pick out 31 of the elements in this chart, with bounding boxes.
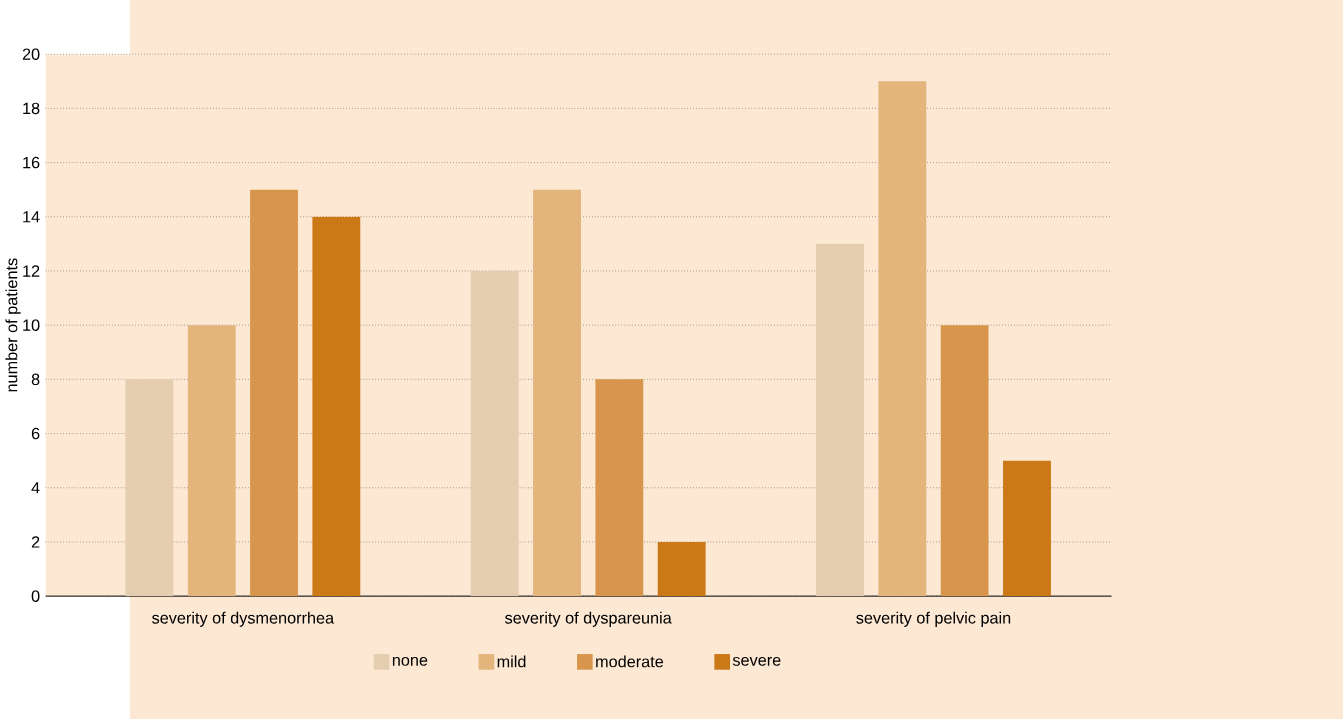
bar [312, 216, 361, 597]
bar [816, 243, 864, 597]
y-axis-title: number of patients [5, 258, 21, 392]
bar [940, 325, 989, 597]
bar [657, 541, 706, 597]
bar [1003, 460, 1051, 597]
y-tick-label: 20 [22, 48, 40, 60]
x-tick-label: severity of dyspareunia [505, 611, 672, 627]
bar [878, 81, 927, 597]
y-tick-label: 12 [23, 265, 40, 277]
y-tick-label: 6 [31, 427, 40, 440]
y-tick-label: 10 [23, 319, 40, 331]
legend-label: severe [732, 656, 781, 666]
bar [595, 379, 644, 597]
legend-label: none [392, 656, 428, 666]
y-tick-label: 16 [23, 156, 40, 169]
bar [125, 379, 174, 597]
bar [470, 270, 519, 597]
y-tick-label: 2 [31, 536, 40, 548]
y-tick-label: 4 [31, 482, 40, 494]
y-tick-label: 14 [23, 211, 40, 223]
legend-label: moderate [596, 655, 664, 668]
bar [187, 325, 236, 597]
bar [250, 189, 298, 597]
y-tick-label: 18 [23, 102, 40, 115]
x-tick-label: severity of dysmenorrhea [152, 611, 335, 627]
y-tick-label: 8 [31, 373, 40, 386]
legend-label: mild [497, 655, 526, 668]
y-tick-label: 0 [31, 590, 40, 602]
bar [533, 189, 581, 597]
x-tick-label: severity of pelvic pain [856, 611, 1011, 627]
